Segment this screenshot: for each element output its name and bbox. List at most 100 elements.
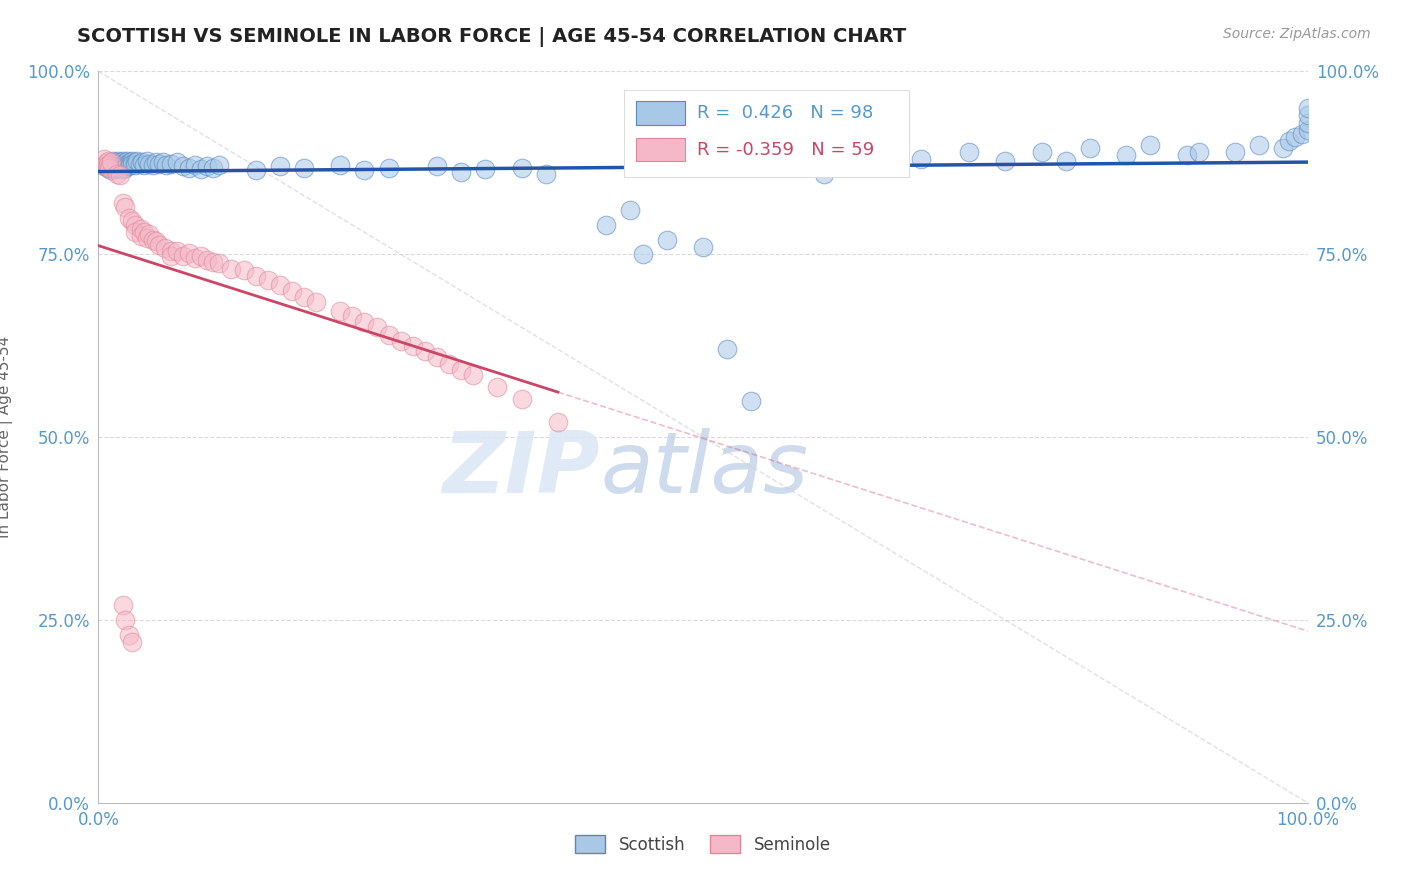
Point bbox=[142, 158, 165, 172]
Point bbox=[595, 218, 617, 232]
Point bbox=[402, 338, 425, 352]
Point bbox=[1175, 148, 1198, 162]
Point bbox=[245, 269, 267, 284]
Point bbox=[118, 627, 141, 641]
Point bbox=[160, 249, 183, 263]
Point bbox=[117, 160, 139, 174]
Point bbox=[114, 158, 136, 172]
Point bbox=[1031, 145, 1053, 159]
Point bbox=[190, 249, 212, 263]
Point bbox=[111, 153, 134, 168]
Point bbox=[179, 245, 201, 260]
Point bbox=[114, 613, 136, 627]
Point bbox=[450, 165, 472, 179]
Point bbox=[145, 155, 167, 169]
Point bbox=[1249, 137, 1271, 152]
Point bbox=[118, 211, 141, 225]
Text: R = -0.359   N = 59: R = -0.359 N = 59 bbox=[697, 141, 875, 159]
Point bbox=[160, 156, 183, 170]
Point bbox=[111, 196, 134, 211]
Point bbox=[107, 160, 129, 174]
Point bbox=[124, 225, 146, 239]
Point bbox=[97, 161, 120, 175]
Point bbox=[148, 238, 170, 252]
Point bbox=[1296, 101, 1319, 115]
Point bbox=[118, 155, 141, 169]
Point bbox=[172, 160, 194, 174]
Point bbox=[97, 158, 120, 172]
Point bbox=[94, 156, 117, 170]
Point bbox=[208, 158, 231, 172]
Point bbox=[108, 158, 131, 172]
Point bbox=[342, 310, 364, 324]
Point bbox=[166, 155, 188, 169]
Point bbox=[740, 393, 762, 408]
Point bbox=[292, 161, 315, 175]
Point bbox=[631, 247, 654, 261]
Text: SCOTTISH VS SEMINOLE IN LABOR FORCE | AGE 45-54 CORRELATION CHART: SCOTTISH VS SEMINOLE IN LABOR FORCE | AG… bbox=[77, 27, 907, 46]
Point bbox=[124, 218, 146, 232]
Text: atlas: atlas bbox=[600, 428, 808, 511]
Point bbox=[256, 273, 278, 287]
Point bbox=[107, 153, 129, 168]
Point bbox=[145, 234, 167, 248]
Point bbox=[195, 253, 218, 268]
Point bbox=[413, 343, 436, 358]
Point bbox=[121, 635, 143, 649]
Point bbox=[152, 155, 174, 169]
Point bbox=[208, 256, 231, 270]
Point bbox=[655, 233, 678, 247]
Point bbox=[101, 158, 124, 172]
Point bbox=[245, 163, 267, 178]
Point bbox=[190, 162, 212, 177]
Point bbox=[107, 162, 129, 177]
Point bbox=[281, 284, 304, 298]
Point bbox=[534, 167, 557, 181]
Point bbox=[135, 153, 157, 168]
Point bbox=[111, 160, 134, 174]
Point bbox=[463, 368, 485, 382]
Point bbox=[128, 156, 150, 170]
Point bbox=[1296, 108, 1319, 122]
Point bbox=[547, 416, 569, 430]
Point bbox=[813, 167, 835, 181]
Y-axis label: In Labor Force | Age 45-54: In Labor Force | Age 45-54 bbox=[0, 336, 13, 538]
Point bbox=[117, 156, 139, 170]
Point bbox=[105, 167, 128, 181]
Point bbox=[97, 153, 120, 168]
Point bbox=[138, 156, 160, 170]
Point bbox=[104, 158, 127, 172]
Point bbox=[118, 158, 141, 172]
Point bbox=[957, 145, 980, 159]
Point bbox=[366, 320, 388, 334]
Point bbox=[107, 156, 129, 170]
FancyBboxPatch shape bbox=[637, 138, 685, 161]
Point bbox=[329, 304, 352, 318]
Point bbox=[124, 158, 146, 172]
Point bbox=[114, 200, 136, 214]
Point bbox=[692, 240, 714, 254]
Legend: Scottish, Seminole: Scottish, Seminole bbox=[568, 829, 838, 860]
Point bbox=[1278, 134, 1301, 148]
Point bbox=[134, 225, 156, 239]
Point bbox=[426, 350, 449, 364]
Point bbox=[353, 314, 375, 328]
Point bbox=[111, 599, 134, 613]
Point bbox=[96, 160, 118, 174]
Point bbox=[129, 221, 152, 235]
Point bbox=[93, 152, 115, 166]
Point bbox=[716, 343, 738, 357]
Point bbox=[97, 158, 120, 172]
Point bbox=[108, 161, 131, 175]
Point bbox=[121, 153, 143, 168]
Point bbox=[486, 380, 509, 394]
Point bbox=[510, 392, 533, 406]
Point bbox=[450, 363, 472, 377]
Point bbox=[121, 156, 143, 170]
Point bbox=[619, 203, 641, 218]
Point bbox=[353, 163, 375, 178]
Point bbox=[184, 158, 207, 172]
Point bbox=[138, 227, 160, 241]
Point bbox=[135, 231, 157, 245]
Point bbox=[202, 254, 225, 268]
